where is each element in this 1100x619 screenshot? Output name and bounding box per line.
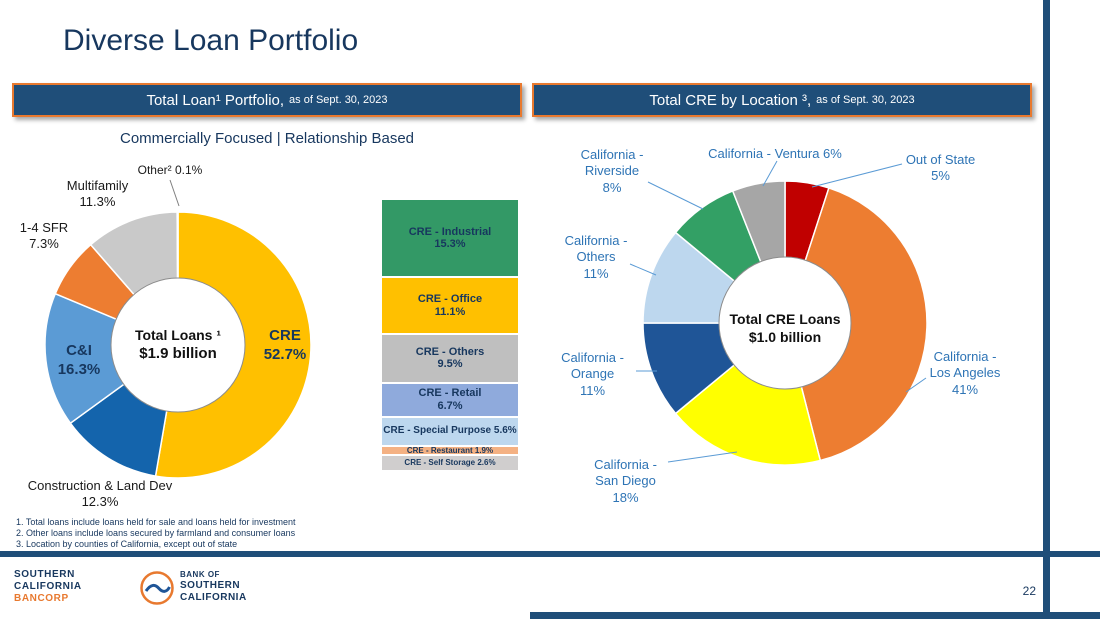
left-subtitle: Commercially Focused | Relationship Base…: [119, 130, 415, 147]
slide-title: Diverse Loan Portfolio: [63, 24, 359, 57]
bar-segment-cre-restaurant: CRE - Restaurant 1.9%: [382, 446, 518, 457]
left-panel-title: Total Loan¹ Portfolio,: [146, 91, 285, 109]
bar-segment-cre-special-purpose: CRE - Special Purpose 5.6%: [382, 417, 518, 447]
label-ca-los-angeles: California - Los Angeles 41%: [929, 349, 1001, 397]
footnote-1: 1. Total loans include loans held for sa…: [16, 517, 296, 527]
label-ca-san-diego: California - San Diego 18%: [594, 457, 657, 505]
right-panel-header: Total CRE by Location ³, as of Sept. 30,…: [532, 83, 1032, 117]
bottom-rule: [0, 551, 1100, 557]
label-other: Other² 0.1%: [137, 163, 203, 177]
total-loan-donut-chart: [44, 211, 312, 479]
right-donut-center-label: Total CRE Loans $1.0 billion: [729, 311, 841, 346]
donut-slice-other: [176, 211, 179, 282]
label-out-of-state: Out of State 5%: [905, 152, 976, 184]
bar-segment-cre-retail: CRE - Retail 6.7%: [382, 383, 518, 418]
left-panel-header: Total Loan¹ Portfolio, as of Sept. 30, 2…: [12, 83, 522, 117]
label-ca-riverside: California - Riverside 8%: [580, 147, 644, 195]
footnote-2: 2. Other loans include loans secured by …: [16, 528, 296, 538]
label-1-4-sfr: 1-4 SFR 7.3%: [19, 220, 69, 252]
label-ca-others: California - Others 11%: [564, 233, 628, 281]
right-panel-title: Total CRE by Location ³,: [649, 91, 812, 109]
label-construction-land-dev: Construction & Land Dev 12.3%: [27, 478, 173, 510]
right-panel-date: as of Sept. 30, 2023: [816, 94, 915, 106]
bar-segment-cre-others: CRE - Others 9.5%: [382, 335, 518, 384]
donut-center-circle: [110, 277, 246, 413]
bottom-edge-bar: [530, 612, 1100, 619]
label-cre: CRE 52.7%: [263, 327, 307, 363]
label-ca-orange: California - Orange 11%: [561, 350, 624, 398]
label-ci: C&I 16.3%: [57, 342, 101, 378]
bar-segment-cre-industrial: CRE - Industrial 15.3%: [382, 200, 518, 279]
label-multifamily: Multifamily 11.3%: [66, 178, 129, 210]
left-panel-date: as of Sept. 30, 2023: [289, 94, 388, 106]
bar-segment-cre-office: CRE - Office 11.1%: [382, 278, 518, 336]
footnote-3: 3. Location by counties of California, e…: [16, 539, 238, 549]
socal-bancorp-logo: SOUTHERN CALIFORNIA BANCORP: [14, 569, 82, 604]
donut-center-circle: [718, 256, 852, 390]
leader-line-other: [169, 179, 180, 207]
label-ca-ventura: California - Ventura 6%: [708, 146, 842, 161]
cre-location-donut-chart: [642, 180, 928, 466]
right-rule: [1043, 0, 1050, 619]
bank-wave-logo-icon: [140, 571, 174, 605]
left-donut-center-label: Total Loans ¹ $1.9 billion: [134, 327, 222, 363]
bar-segment-cre-self-storage: CRE - Self Storage 2.6%: [382, 456, 518, 470]
bank-of-socal-logo: BANK OF SOUTHERN CALIFORNIA: [180, 570, 247, 603]
cre-breakdown-bar-chart: CRE - Industrial 15.3% CRE - Office 11.1% CR…: [382, 200, 518, 470]
page-number: 22: [1022, 584, 1036, 598]
